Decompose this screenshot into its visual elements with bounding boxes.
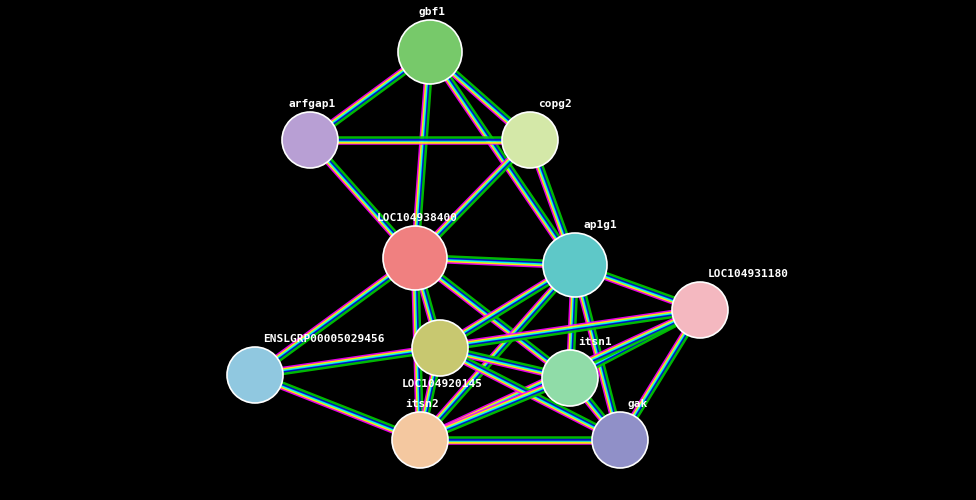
Text: ap1g1: ap1g1 (583, 220, 617, 230)
Circle shape (282, 112, 338, 168)
Circle shape (543, 233, 607, 297)
Circle shape (672, 282, 728, 338)
Text: gak: gak (628, 399, 648, 409)
Circle shape (412, 320, 468, 376)
Text: itsn1: itsn1 (578, 337, 612, 347)
Text: arfgap1: arfgap1 (288, 99, 336, 109)
Circle shape (398, 20, 462, 84)
Text: LOC104931180: LOC104931180 (708, 269, 789, 279)
Text: ENSLGRP00005029456: ENSLGRP00005029456 (263, 334, 385, 344)
Circle shape (542, 350, 598, 406)
Text: itsn2: itsn2 (405, 399, 439, 409)
Circle shape (592, 412, 648, 468)
Text: LOC104938400: LOC104938400 (377, 213, 458, 223)
Circle shape (392, 412, 448, 468)
Text: LOC104920145: LOC104920145 (401, 379, 482, 389)
Text: gbf1: gbf1 (419, 7, 445, 17)
Text: copg2: copg2 (538, 99, 572, 109)
Circle shape (227, 347, 283, 403)
Circle shape (502, 112, 558, 168)
Circle shape (383, 226, 447, 290)
